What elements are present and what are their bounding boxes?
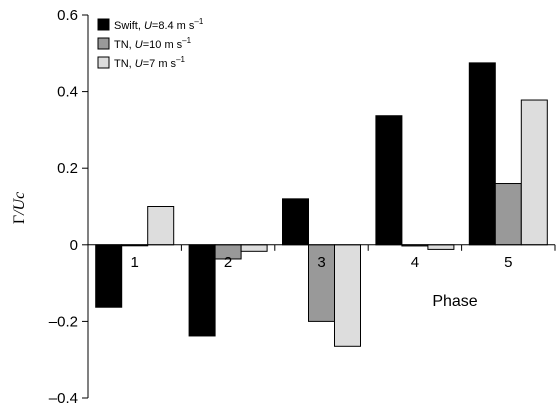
y-axis-label: Γ/Uc — [11, 192, 28, 224]
plot-area: 0.6 0.4 0.2 0 –0.2 –0.4 1 2 3 4 5 — [49, 7, 556, 406]
bar — [494, 183, 522, 246]
y-tick-label: –0.4 — [49, 390, 78, 406]
legend: Swift, U=8.4 m s–1 TN, U=10 m s–1 TN, U=7 … — [97, 17, 204, 70]
bar — [334, 244, 361, 347]
y-axis-label-symbol: Γ — [11, 215, 28, 224]
y-tick-label: 0 — [70, 237, 78, 254]
x-axis-label: Phase — [432, 293, 477, 310]
category-label: 4 — [411, 254, 419, 271]
category-label: 1 — [131, 254, 139, 271]
legend-label: TN, U=10 m s–1 — [114, 36, 192, 51]
bar — [147, 206, 175, 246]
y-tick-label: 0.4 — [57, 84, 78, 101]
legend-swatch — [97, 37, 110, 50]
legend-label: Swift, U=8.4 m s–1 — [114, 17, 204, 32]
bar — [427, 244, 455, 250]
bar — [188, 244, 216, 337]
bar — [520, 99, 548, 246]
y-axis-label-rest: /Uc — [11, 192, 28, 216]
legend-label: TN, U=7 m s–1 — [114, 55, 186, 70]
category-label: 3 — [317, 254, 325, 271]
bar — [282, 198, 309, 246]
category-label: 2 — [224, 254, 232, 271]
bar — [240, 244, 268, 252]
bar — [95, 244, 123, 308]
legend-swatch — [97, 56, 110, 69]
legend-swatch — [97, 18, 110, 31]
bar — [375, 115, 403, 246]
y-tick-label: 0.2 — [57, 160, 78, 177]
y-tick-label: –0.2 — [49, 313, 78, 330]
category-label: 5 — [504, 254, 512, 271]
y-tick-label: 0.6 — [57, 7, 78, 24]
bar — [468, 62, 496, 246]
